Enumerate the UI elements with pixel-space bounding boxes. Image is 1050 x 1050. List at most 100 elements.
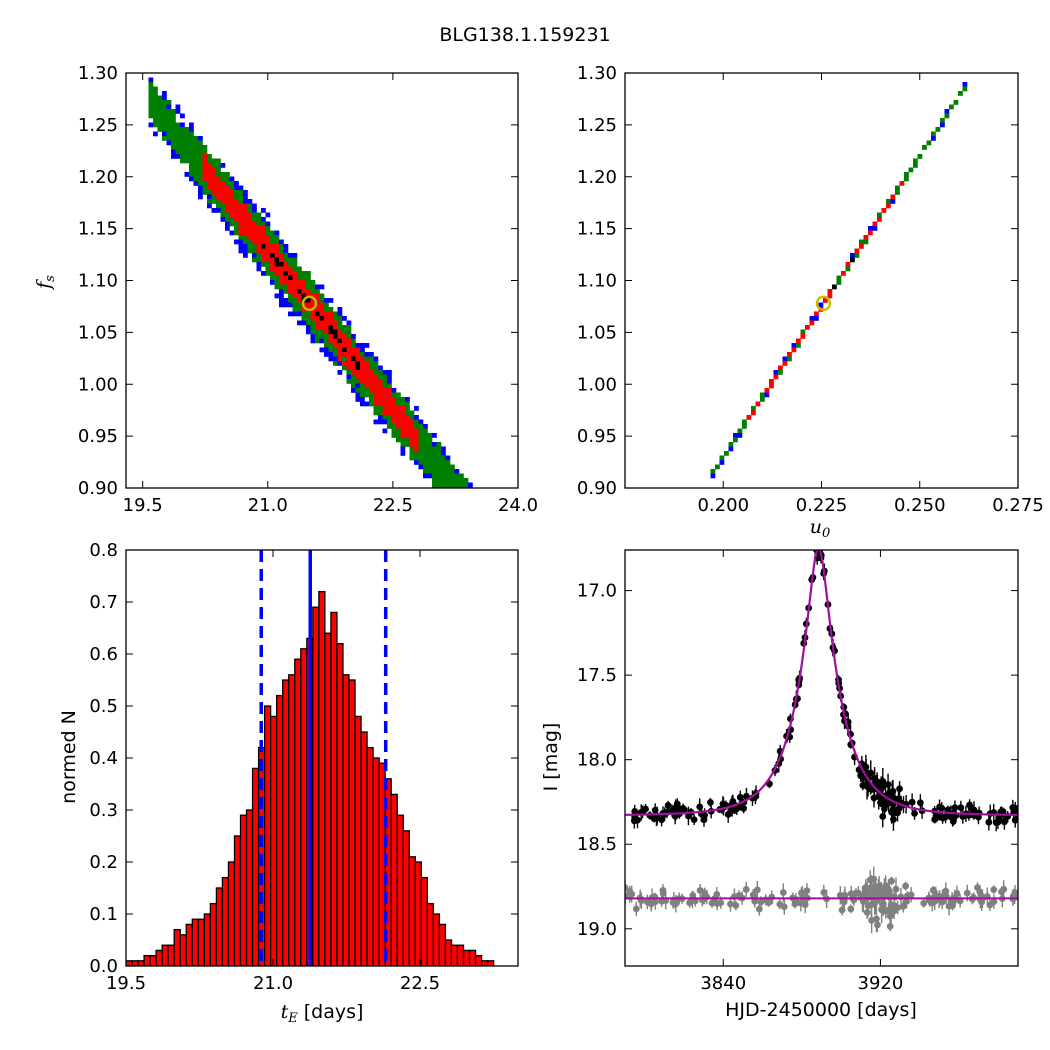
p1-xtick-label: 0.275 — [992, 495, 1044, 516]
data-point — [658, 816, 666, 824]
density-cell-2sigma — [324, 302, 329, 308]
residual-point — [847, 905, 855, 913]
density-cell-2sigma — [310, 320, 316, 326]
density-cell-2sigma — [342, 365, 347, 371]
panel-light-curve: 3840 3920 17.0 17.5 18.0 18.5 19.0 I [mag] HJD… — [540, 549, 1019, 1021]
density-cell-2sigma — [270, 275, 275, 281]
residual-point — [976, 896, 984, 903]
density-cell-1sigma — [301, 284, 307, 290]
histogram-bar — [227, 861, 236, 966]
density-cell-1sigma — [337, 343, 343, 348]
density-cell-peak — [333, 329, 338, 335]
data-point — [701, 811, 708, 819]
residual-point — [742, 886, 750, 893]
data-point — [653, 815, 660, 822]
density-cell-2sigma — [351, 383, 356, 389]
density-cell-2sigma — [949, 104, 954, 110]
density-cell-2sigma — [436, 473, 442, 479]
density-cell-2sigma — [211, 199, 217, 204]
p0-xtick-label: 19.5 — [123, 495, 163, 516]
histogram-bar — [149, 954, 157, 966]
density-cell-2sigma — [198, 163, 203, 168]
data-point — [942, 813, 950, 821]
density-cell-2sigma — [463, 478, 469, 483]
density-cell-3sigma — [265, 212, 271, 218]
density-cell-2sigma — [324, 338, 329, 344]
density-cell-1sigma — [225, 203, 230, 209]
density-cell-1sigma — [243, 203, 248, 209]
density-cell-2sigma — [351, 374, 356, 380]
density-cell-2sigma — [328, 307, 334, 312]
density-cell-2sigma — [324, 334, 329, 339]
density-cell-2sigma — [202, 185, 208, 191]
density-cell-2sigma — [373, 361, 379, 366]
density-cell-1sigma — [310, 298, 316, 303]
density-cell-2sigma — [171, 118, 176, 123]
density-cell-2sigma — [171, 136, 176, 141]
density-cell-2sigma — [760, 397, 765, 402]
density-cell-2sigma — [310, 329, 316, 335]
residual-point — [632, 905, 640, 913]
residual-point — [643, 898, 651, 906]
density-cell-1sigma — [364, 365, 370, 371]
density-cell-2sigma — [297, 302, 302, 308]
density-cell-1sigma — [396, 406, 401, 411]
density-cell-1sigma — [315, 293, 320, 299]
density-cell-1sigma — [405, 433, 410, 438]
density-cell-3sigma — [220, 163, 226, 168]
density-cell-2sigma — [373, 406, 379, 411]
density-cell-1sigma — [234, 208, 239, 213]
density-cell-1sigma — [324, 320, 329, 326]
density-cell-2sigma — [800, 329, 806, 335]
density-cell-1sigma — [229, 203, 235, 209]
density-cell-2sigma — [405, 437, 410, 443]
density-cell-1sigma — [400, 410, 406, 416]
density-cell-1sigma — [328, 311, 334, 317]
density-cell-2sigma — [184, 158, 190, 164]
density-cell-1sigma — [238, 203, 244, 209]
density-cell-2sigma — [836, 275, 842, 281]
density-cell-3sigma — [261, 208, 266, 213]
density-cell-2sigma — [153, 86, 158, 92]
density-cell-1sigma — [346, 343, 352, 348]
density-cell-1sigma — [791, 347, 797, 353]
density-cell-2sigma — [922, 145, 927, 150]
density-cell-2sigma — [315, 338, 320, 344]
density-cell-3sigma — [319, 338, 325, 344]
density-cell-3sigma — [728, 446, 734, 452]
data-point — [936, 803, 943, 811]
histogram-bar — [360, 731, 368, 966]
density-cell-2sigma — [301, 271, 307, 276]
density-cell-2sigma — [836, 280, 842, 285]
density-cell-2sigma — [351, 343, 356, 348]
density-cell-1sigma — [328, 334, 334, 339]
density-cell-1sigma — [387, 401, 392, 407]
density-cell-2sigma — [189, 145, 194, 150]
density-cell-2sigma — [441, 460, 446, 465]
density-cell-3sigma — [360, 347, 365, 353]
density-cell-1sigma — [409, 433, 415, 438]
density-cell-2sigma — [760, 392, 765, 398]
data-point — [880, 797, 888, 804]
density-cell-2sigma — [162, 118, 167, 123]
density-cell-1sigma — [328, 338, 334, 344]
density-cell-3sigma — [292, 311, 298, 317]
density-cell-2sigma — [189, 131, 194, 137]
data-point — [672, 804, 680, 812]
residual-point — [838, 906, 846, 914]
p1-xtick-label: 0.225 — [796, 495, 848, 516]
density-cell-2sigma — [454, 478, 460, 483]
residual-point — [942, 887, 950, 895]
density-cell-3sigma — [427, 473, 433, 479]
p3-xtick-label: 3920 — [858, 973, 904, 994]
density-cell-1sigma — [364, 361, 370, 366]
density-cell-1sigma — [387, 410, 392, 416]
density-cell-peak — [297, 289, 302, 294]
p3-ytick-label: 18.0 — [577, 750, 617, 771]
density-cell-2sigma — [279, 284, 284, 290]
density-cell-peak — [306, 298, 311, 303]
density-cell-2sigma — [409, 410, 415, 416]
density-cell-1sigma — [216, 194, 221, 200]
density-cell-1sigma — [351, 347, 356, 353]
density-cell-3sigma — [441, 451, 446, 456]
